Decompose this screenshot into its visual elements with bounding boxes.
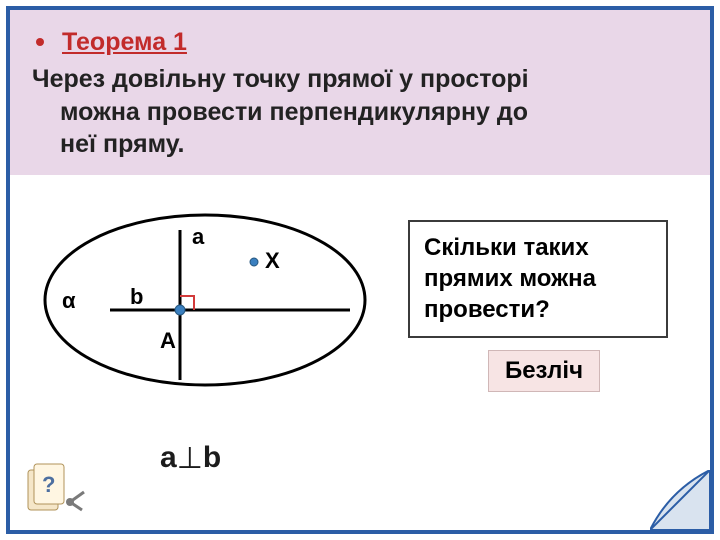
theorem-body: Через довільну точку прямої у просторі м…	[32, 63, 688, 161]
label-X: X	[265, 248, 280, 273]
label-A: A	[160, 328, 176, 353]
formula-a: a	[160, 441, 177, 474]
point-a	[175, 305, 185, 315]
label-a: a	[192, 224, 205, 249]
point-x	[250, 258, 258, 266]
theorem-title: Теорема 1	[62, 28, 688, 57]
theorem-line3: неї пряму.	[32, 128, 688, 161]
theorem-title-text: Теорема 1	[62, 28, 187, 56]
bullet-icon	[36, 38, 44, 46]
svg-text:?: ?	[42, 472, 55, 497]
header-block: Теорема 1 Через довільну точку прямої у …	[10, 10, 710, 175]
theorem-line1: Через довільну точку прямої у просторі	[32, 65, 529, 93]
diagram-svg: α a b A X	[40, 200, 370, 400]
slide-frame: Теорема 1 Через довільну точку прямої у …	[6, 6, 714, 534]
diagram: α a b A X	[40, 200, 370, 400]
label-alpha: α	[62, 288, 76, 313]
formula: a⊥b	[160, 440, 221, 475]
formula-b: b	[203, 441, 221, 474]
answer-box: Безліч	[488, 350, 600, 392]
question-box: Скільки таких прямих можна провести?	[408, 220, 668, 338]
label-b: b	[130, 284, 143, 309]
plane-ellipse	[45, 215, 365, 385]
theorem-line2: можна провести перпендикулярну до	[32, 96, 688, 129]
perpendicular-icon: ⊥	[177, 441, 203, 476]
page-curl-icon	[650, 470, 710, 530]
answer-text: Безліч	[505, 357, 583, 384]
question-text: Скільки таких прямих можна провести?	[424, 234, 596, 323]
corner-art-icon: ?	[20, 452, 90, 522]
